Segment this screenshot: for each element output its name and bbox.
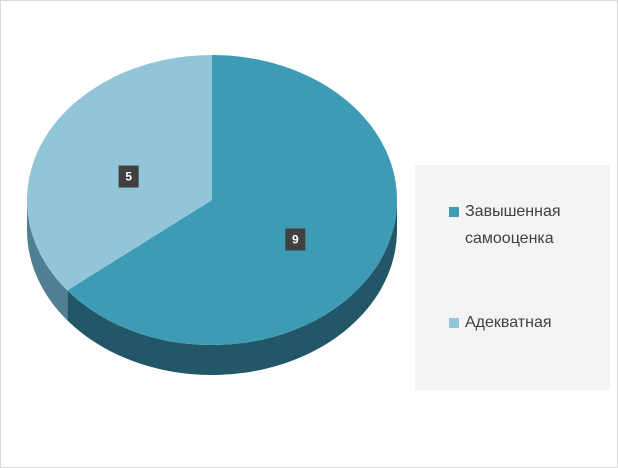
legend-label: Адекватная [465, 314, 552, 331]
data-label: 5 [125, 170, 132, 184]
legend: Завышенная самооценка Адекватная [449, 203, 561, 331]
slice-side [67, 200, 397, 376]
data-label: 9 [292, 233, 299, 247]
data-label-box [285, 228, 306, 251]
data-label-box [118, 165, 139, 188]
legend-swatch [449, 318, 459, 328]
slice-side [27, 200, 68, 321]
legend-swatch [449, 207, 459, 217]
pie: 95 [27, 55, 397, 376]
legend-label: Завышенная самооценка [465, 203, 561, 247]
legend-box [415, 165, 610, 390]
slice [67, 55, 397, 346]
